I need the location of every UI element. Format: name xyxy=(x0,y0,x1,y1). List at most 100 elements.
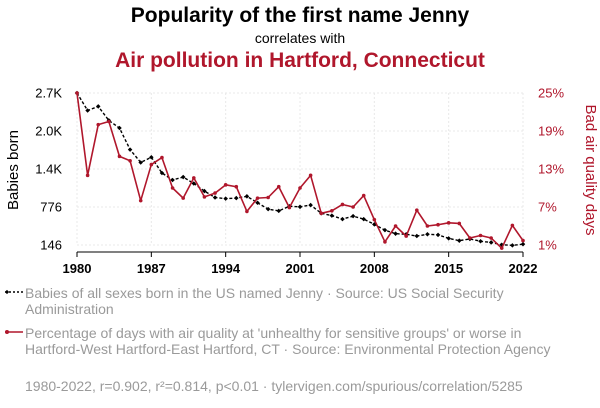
data-point-air-pollution xyxy=(181,196,185,200)
data-point-air-pollution xyxy=(255,196,260,200)
data-point-jenny xyxy=(212,195,218,200)
y-right-tick-label: 19% xyxy=(538,124,564,139)
data-point-air-pollution xyxy=(457,221,462,226)
data-point-air-pollution xyxy=(489,236,493,240)
footer-stats: 1980-2022, r=0.902, r²=0.814, p<0.01 · t… xyxy=(25,378,523,394)
data-point-air-pollution xyxy=(404,234,408,238)
data-point-air-pollution xyxy=(425,224,430,228)
data-point-jenny xyxy=(244,194,250,199)
data-point-jenny xyxy=(393,231,398,236)
data-point-air-pollution xyxy=(170,186,175,190)
data-point-air-pollution xyxy=(330,209,334,213)
data-point-air-pollution xyxy=(223,183,228,187)
data-point-jenny xyxy=(478,239,483,244)
data-point-air-pollution xyxy=(308,173,313,178)
data-point-jenny xyxy=(425,231,430,237)
data-point-air-pollution xyxy=(149,162,154,167)
data-point-air-pollution xyxy=(510,223,515,228)
legend-marker-jenny xyxy=(4,289,23,295)
data-point-jenny xyxy=(127,147,133,152)
legend-text-jenny: Babies of all sexes born in the US named… xyxy=(25,285,504,317)
chart-title: Popularity of the first name Jenny xyxy=(131,4,470,27)
data-point-jenny xyxy=(340,216,345,222)
data-point-air-pollution xyxy=(128,158,132,163)
y-axis-left-label: Babies born xyxy=(5,130,22,210)
x-tick-label: 2022 xyxy=(509,261,538,276)
legend-item-air-pollution: Percentage of days with air quality at '… xyxy=(4,325,570,357)
y-right-tick-label: 13% xyxy=(538,162,564,177)
legend-marker-air-pollution xyxy=(5,330,23,334)
y-left-tick-label: 1.4K xyxy=(35,162,62,177)
data-point-air-pollution xyxy=(138,198,143,203)
data-point-jenny xyxy=(223,196,228,201)
data-point-air-pollution xyxy=(160,155,164,160)
data-point-air-pollution xyxy=(245,209,249,214)
data-point-jenny xyxy=(435,232,441,238)
data-point-air-pollution xyxy=(96,122,101,127)
data-point-air-pollution xyxy=(415,208,419,212)
y-left-tick-label: 146 xyxy=(40,238,62,253)
data-point-air-pollution xyxy=(372,217,377,222)
data-point-air-pollution xyxy=(340,202,345,207)
data-point-jenny xyxy=(329,213,335,218)
data-point-air-pollution xyxy=(478,233,483,238)
data-point-air-pollution xyxy=(107,119,111,124)
data-point-air-pollution xyxy=(75,91,79,95)
data-point-jenny xyxy=(95,104,101,109)
y-left-tick-label: 2.0K xyxy=(35,124,62,139)
data-point-jenny xyxy=(297,204,303,210)
x-tick-label: 1994 xyxy=(211,261,241,276)
data-point-air-pollution xyxy=(85,173,90,178)
data-point-air-pollution xyxy=(213,191,217,195)
x-tick-label: 2015 xyxy=(434,261,463,276)
x-tick-label: 2001 xyxy=(286,261,315,276)
x-tick-label: 1980 xyxy=(63,261,92,276)
data-point-air-pollution xyxy=(266,195,270,200)
data-point-air-pollution xyxy=(234,184,239,189)
data-point-air-pollution xyxy=(192,176,196,180)
data-point-air-pollution xyxy=(499,246,504,250)
data-point-jenny xyxy=(520,241,526,247)
data-point-air-pollution xyxy=(202,195,207,199)
x-tick-label: 2008 xyxy=(360,261,389,276)
data-point-air-pollution xyxy=(351,205,355,209)
chart-title-2: Air pollution in Hartford, Connecticut xyxy=(115,49,485,72)
data-point-jenny xyxy=(85,108,90,113)
data-point-air-pollution xyxy=(383,240,387,244)
y-right-tick-label: 7% xyxy=(538,200,557,215)
series-layer xyxy=(74,90,526,250)
data-point-air-pollution xyxy=(287,205,292,210)
legend-item-jenny: Babies of all sexes born in the US named… xyxy=(4,285,570,317)
data-point-air-pollution xyxy=(446,221,451,225)
data-point-air-pollution xyxy=(319,211,324,216)
data-point-jenny xyxy=(276,208,282,214)
grid-lines xyxy=(76,92,524,246)
data-point-jenny xyxy=(308,202,313,208)
data-point-jenny xyxy=(510,243,515,248)
y-right-tick-label: 1% xyxy=(538,238,557,253)
data-point-jenny xyxy=(414,233,420,239)
data-point-air-pollution xyxy=(298,186,302,190)
data-point-jenny xyxy=(446,236,451,241)
data-point-jenny xyxy=(361,216,366,222)
data-point-jenny xyxy=(180,174,186,180)
legend-text-air-pollution: Percentage of days with air quality at '… xyxy=(25,325,551,357)
data-point-jenny xyxy=(234,195,239,201)
y-left-tick-label: 2.7K xyxy=(35,86,62,101)
y-right-tick-label: 25% xyxy=(538,86,564,101)
y-left-tick-label: 776 xyxy=(40,200,62,215)
data-point-air-pollution xyxy=(436,222,440,227)
y-axis-right-label: Bad air quality days xyxy=(582,105,599,236)
data-point-jenny xyxy=(457,238,462,243)
x-tick-label: 1987 xyxy=(137,261,166,276)
data-point-air-pollution xyxy=(117,154,122,159)
data-point-air-pollution xyxy=(521,238,525,243)
data-point-air-pollution xyxy=(468,236,472,240)
axis-layer: 2.7K 25% 2.0K 19% 1.4K 13% 776 7% 146 1% 1980 1987 1… xyxy=(35,86,564,277)
data-point-jenny xyxy=(350,213,356,219)
data-point-air-pollution xyxy=(276,184,281,189)
data-point-air-pollution xyxy=(361,193,366,198)
chart-subtitle: correlates with xyxy=(255,30,345,46)
data-point-jenny xyxy=(488,240,494,245)
